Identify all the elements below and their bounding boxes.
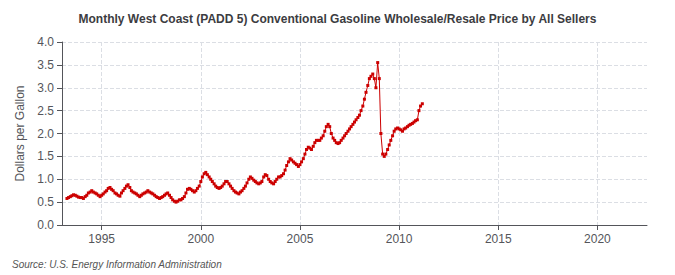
svg-text:0.5: 0.5 xyxy=(37,195,54,209)
svg-text:2000: 2000 xyxy=(187,232,214,246)
svg-text:2015: 2015 xyxy=(485,232,512,246)
svg-text:0.0: 0.0 xyxy=(37,218,54,232)
svg-text:3.0: 3.0 xyxy=(37,81,54,95)
svg-text:1.0: 1.0 xyxy=(37,172,54,186)
svg-text:3.5: 3.5 xyxy=(37,58,54,72)
svg-text:4.0: 4.0 xyxy=(37,35,54,49)
svg-text:1995: 1995 xyxy=(88,232,115,246)
svg-text:2.0: 2.0 xyxy=(37,127,54,141)
svg-text:2020: 2020 xyxy=(584,232,611,246)
svg-text:Dollars per Gallon: Dollars per Gallon xyxy=(13,85,27,181)
svg-text:Source: U.S. Energy Informatio: Source: U.S. Energy Information Administ… xyxy=(12,259,222,270)
svg-text:2.5: 2.5 xyxy=(37,104,54,118)
svg-text:1.5: 1.5 xyxy=(37,149,54,163)
svg-text:2010: 2010 xyxy=(386,232,413,246)
svg-text:2005: 2005 xyxy=(287,232,314,246)
svg-text:Monthly West Coast (PADD 5) Co: Monthly West Coast (PADD 5) Conventional… xyxy=(79,12,597,26)
